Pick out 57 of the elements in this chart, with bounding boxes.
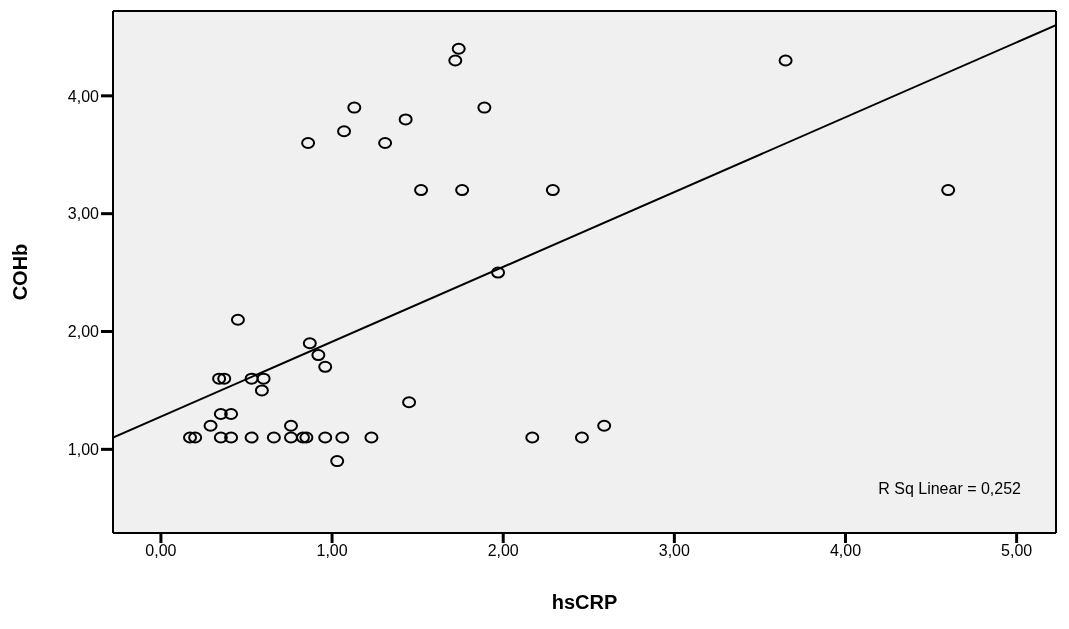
point bbox=[330, 455, 345, 468]
point bbox=[302, 337, 317, 350]
annotation: R Sq Linear = 0,252 bbox=[878, 480, 1021, 498]
point bbox=[318, 360, 333, 373]
point bbox=[299, 431, 314, 444]
point bbox=[574, 431, 589, 444]
point bbox=[244, 431, 259, 444]
point bbox=[213, 407, 228, 420]
point bbox=[364, 431, 379, 444]
point bbox=[217, 372, 232, 385]
point bbox=[266, 431, 281, 444]
y-axis-title: COHb bbox=[9, 243, 32, 301]
point bbox=[213, 431, 228, 444]
point bbox=[451, 42, 466, 55]
y-tick-label: 1,00 bbox=[67, 441, 100, 459]
x-tick-label: 4,00 bbox=[829, 542, 862, 560]
point bbox=[378, 136, 393, 149]
point bbox=[335, 431, 350, 444]
x-tick-label: 1,00 bbox=[316, 542, 348, 560]
point bbox=[402, 396, 417, 409]
point bbox=[545, 184, 560, 197]
point bbox=[337, 125, 352, 138]
point bbox=[212, 372, 227, 385]
point bbox=[318, 431, 333, 444]
point bbox=[597, 419, 612, 432]
point bbox=[941, 184, 956, 197]
point bbox=[301, 136, 316, 149]
point bbox=[778, 54, 793, 67]
point bbox=[283, 431, 298, 444]
point bbox=[347, 101, 362, 114]
x-axis-title: hsCRP bbox=[551, 591, 618, 613]
point bbox=[311, 349, 326, 362]
point bbox=[256, 372, 271, 385]
point bbox=[230, 313, 245, 326]
point bbox=[183, 431, 198, 444]
point bbox=[224, 407, 239, 420]
point bbox=[203, 419, 218, 432]
point bbox=[254, 384, 269, 397]
point bbox=[224, 431, 239, 444]
point bbox=[414, 184, 429, 197]
x-tick-label: 2,00 bbox=[487, 542, 519, 560]
point bbox=[448, 54, 463, 67]
x-tick-label: 0,00 bbox=[145, 542, 177, 560]
point bbox=[525, 431, 540, 444]
point bbox=[477, 101, 492, 114]
y-tick-label: 2,00 bbox=[67, 323, 100, 341]
x-tick-label: 3,00 bbox=[658, 542, 691, 560]
point bbox=[283, 419, 298, 432]
y-tick-label: 3,00 bbox=[67, 205, 100, 223]
point bbox=[295, 431, 310, 444]
point bbox=[188, 431, 203, 444]
x-tick-label: 5,00 bbox=[1001, 542, 1033, 560]
point bbox=[455, 184, 470, 197]
point bbox=[244, 372, 259, 385]
point bbox=[398, 113, 413, 126]
y-tick-label: 4,00 bbox=[67, 87, 100, 105]
point bbox=[491, 266, 506, 279]
